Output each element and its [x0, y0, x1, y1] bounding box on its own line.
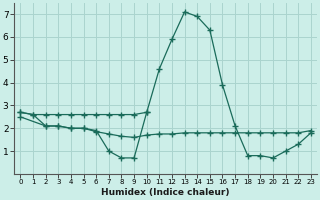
X-axis label: Humidex (Indice chaleur): Humidex (Indice chaleur)	[101, 188, 230, 197]
